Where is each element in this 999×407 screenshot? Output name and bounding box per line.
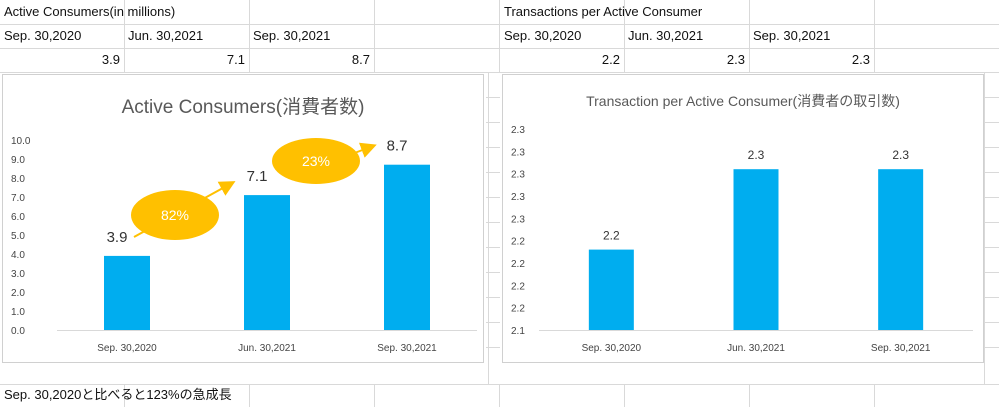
chart2-x-tick-label: Sep. 30,2020: [582, 343, 642, 354]
cell-right-value-1[interactable]: 2.2: [601, 52, 620, 67]
chart1-y-tick-label: 1.0: [11, 307, 25, 318]
cell-right-value-2[interactable]: 2.3: [726, 52, 745, 67]
chart1-title: Active Consumers(消費者数): [122, 96, 365, 118]
chart2-y-tick-label: 2.2: [511, 304, 525, 315]
chart1-y-tick-label: 6.0: [11, 212, 25, 223]
growth-label: 82%: [161, 207, 189, 223]
chart1-x-tick-label: Jun. 30,2021: [238, 343, 296, 354]
chart2-data-label: 2.3: [748, 148, 765, 162]
chart1-y-tick-label: 5.0: [11, 231, 25, 242]
chart1-y-tick-label: 4.0: [11, 250, 25, 261]
cell-left-value-1[interactable]: 3.9: [101, 52, 120, 67]
cell-left-value-2[interactable]: 7.1: [226, 52, 245, 67]
cell-left-date-2[interactable]: Jun. 30,2021: [128, 28, 204, 43]
cell-left-title[interactable]: Active Consumers(in millions): [4, 4, 176, 19]
chart2-y-tick-label: 2.3: [511, 125, 525, 136]
growth-note-cell[interactable]: Sep. 30,2020と比べると123%の急成長: [4, 387, 232, 402]
growth-label: 23%: [302, 153, 330, 169]
active-consumers-chart-svg: Active Consumers(消費者数) 0.0 1.0 2.0 3.0 4.0 5.0…: [11, 96, 477, 354]
growth-bubble: [131, 190, 219, 240]
chart1-bar: [384, 164, 430, 330]
chart1-y-tick-label: 9.0: [11, 155, 25, 166]
chart1-x-tick-label: Sep. 30,2020: [97, 343, 157, 354]
chart2-y-tick-label: 2.2: [511, 259, 525, 270]
active-consumers-chart[interactable]: Active Consumers(消費者数) 0.0 1.0 2.0 3.0 4.0 5.0…: [2, 74, 484, 363]
chart1-y-tick-label: 8.0: [11, 174, 25, 185]
chart2-data-label: 2.2: [603, 229, 620, 243]
chart2-y-tick-label: 2.3: [511, 170, 525, 181]
chart1-bar: [104, 255, 150, 330]
chart1-y-tick-label: 2.0: [11, 288, 25, 299]
chart2-y-tick-label: 2.2: [511, 237, 525, 248]
cell-left-date-1[interactable]: Sep. 30,2020: [4, 28, 82, 43]
growth-bubble: [272, 138, 360, 184]
cell-right-date-2[interactable]: Jun. 30,2021: [628, 28, 704, 43]
chart2-bar: [733, 169, 779, 330]
cell-left-value-3[interactable]: 8.7: [351, 52, 370, 67]
chart1-data-label: 8.7: [387, 138, 408, 155]
chart2-bar: [878, 169, 924, 330]
chart2-x-tick-label: Sep. 30,2021: [871, 343, 931, 354]
chart1-data-label: 3.9: [107, 229, 128, 246]
chart1-bar: [244, 195, 290, 330]
chart2-bar: [588, 249, 634, 330]
cell-right-title[interactable]: Transactions per Active Consumer: [504, 4, 703, 19]
chart2-y-tick-label: 2.3: [511, 192, 525, 203]
cell-right-date-1[interactable]: Sep. 30,2020: [504, 28, 582, 43]
chart2-y-tick-label: 2.2: [511, 281, 525, 292]
transactions-per-consumer-chart-svg: Transaction per Active Consumer(消費者の取引数)…: [511, 93, 973, 354]
chart2-data-label: 2.3: [892, 148, 909, 162]
chart1-x-tick-label: Sep. 30,2021: [377, 343, 437, 354]
chart2-y-tick-label: 2.3: [511, 214, 525, 225]
chart2-y-tick-label: 2.1: [511, 326, 525, 337]
chart2-title: Transaction per Active Consumer(消費者の取引数): [586, 93, 900, 109]
chart1-y-tick-label: 7.0: [11, 193, 25, 204]
chart1-y-tick-label: 3.0: [11, 269, 25, 280]
cell-left-date-3[interactable]: Sep. 30,2021: [253, 28, 331, 43]
cell-right-date-3[interactable]: Sep. 30,2021: [753, 28, 831, 43]
chart1-data-label: 7.1: [247, 168, 268, 185]
chart2-x-tick-label: Jun. 30,2021: [727, 343, 785, 354]
chart1-y-tick-label: 10.0: [11, 136, 31, 147]
transactions-per-consumer-chart[interactable]: Transaction per Active Consumer(消費者の取引数)…: [502, 74, 984, 363]
cell-right-value-3[interactable]: 2.3: [851, 52, 870, 67]
chart2-y-tick-label: 2.3: [511, 147, 525, 158]
chart1-y-tick-label: 0.0: [11, 326, 25, 337]
